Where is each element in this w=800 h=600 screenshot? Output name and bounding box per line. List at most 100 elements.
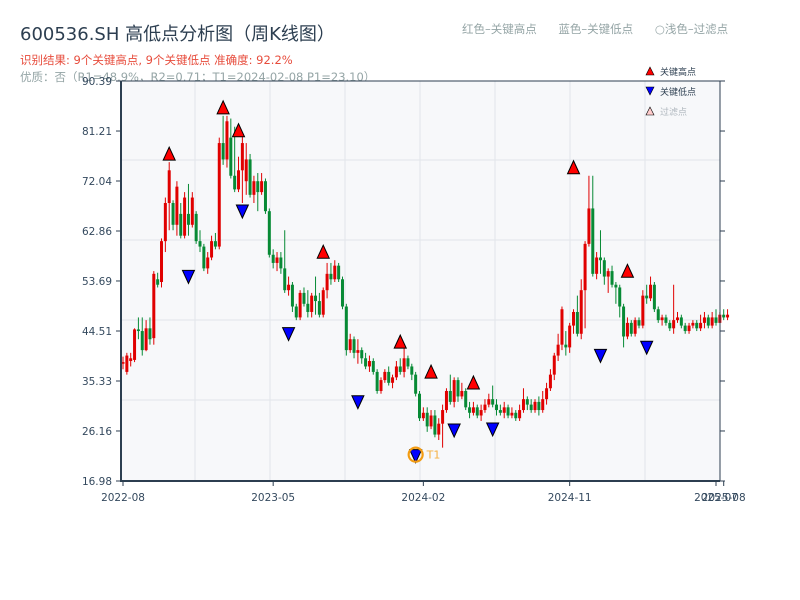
candle-up: [298, 292, 302, 318]
candles: [121, 115, 730, 448]
y-axis-ticks: 16.98 26.16 35.33 44.51 53.69 62.86 72.04 81.21…: [82, 76, 725, 488]
candle-up: [429, 415, 433, 427]
x-axis-ticks: 2022-08 2023-05 2024-02 2024-11 2025-072025-…: [101, 481, 746, 504]
key-low-marker: [351, 395, 365, 410]
candle-down: [506, 407, 510, 416]
candle-down: [495, 404, 499, 411]
candle-down: [317, 301, 321, 315]
legend-high-icon: [645, 66, 655, 76]
key-high-marker: [393, 333, 408, 349]
candle-up: [521, 399, 525, 411]
candle-up: [726, 314, 730, 318]
key-low-marker: [235, 204, 250, 220]
candle-down: [618, 287, 622, 307]
candle-down: [329, 273, 333, 280]
candle-up: [702, 317, 706, 323]
candle-down: [622, 306, 626, 337]
legend-low-icon: [645, 86, 655, 96]
candle-down: [575, 311, 579, 334]
candle-down: [263, 181, 267, 212]
candle-up: [541, 399, 545, 411]
candle-down: [629, 322, 633, 334]
candle-down: [398, 366, 402, 372]
candle-up: [479, 410, 483, 416]
candle-up: [240, 143, 244, 171]
key-high-marker: [231, 122, 246, 138]
candle-up: [160, 241, 164, 283]
candle-down: [491, 399, 495, 405]
candle-up: [190, 197, 194, 225]
key-low-marker: [593, 348, 608, 364]
candle-up: [287, 284, 291, 291]
key-point-markers: T1: [162, 99, 654, 464]
candle-down: [602, 260, 606, 277]
y-tick-label: 62.86: [82, 226, 112, 238]
candle-down: [198, 241, 202, 247]
candle-up: [699, 322, 703, 329]
candle-down: [213, 241, 217, 247]
candle-up: [394, 366, 398, 378]
candle-down: [668, 322, 672, 329]
candle-up: [660, 317, 664, 321]
candle-down: [529, 404, 533, 411]
candle-down: [156, 279, 160, 285]
candle-up: [691, 322, 695, 326]
y-tick-label: 35.33: [82, 376, 112, 388]
candle-up: [672, 320, 676, 329]
candle-up: [310, 295, 314, 312]
candle-up: [125, 355, 129, 372]
y-tick-label: 81.21: [82, 126, 112, 138]
candle-up: [183, 197, 187, 236]
y-tick-label: 90.39: [82, 76, 112, 88]
candle-down: [279, 257, 283, 269]
candle-up: [452, 380, 456, 402]
recognition-result: 识别结果: 9个关键高点, 9个关键低点 准确度: 92.2%: [20, 53, 293, 67]
legend-filtered-icon: [645, 106, 655, 116]
grid-lines: [121, 81, 720, 481]
x-tick-label: 2024-11: [548, 492, 592, 504]
key-high-marker: [620, 263, 635, 278]
candle-down: [591, 208, 595, 274]
candle-down: [171, 202, 175, 225]
x-tick-label: 2023-05: [251, 492, 295, 504]
candle-up: [321, 290, 325, 315]
x-tick-label: 2025-08: [702, 492, 746, 504]
candle-up: [152, 273, 156, 339]
legend-filtered-label: 过滤点: [660, 106, 687, 118]
t1-ring: [407, 446, 424, 463]
candle-down: [418, 393, 421, 419]
candle-up: [649, 284, 653, 299]
candle-down: [306, 303, 310, 312]
candle-up: [556, 344, 560, 356]
candle-up: [437, 423, 441, 435]
candle-up: [210, 241, 214, 258]
candle-down: [340, 279, 344, 307]
candle-up: [641, 295, 645, 326]
candle-down: [283, 268, 287, 291]
candle-down: [525, 399, 529, 405]
candle-up: [687, 325, 691, 332]
candle-up: [710, 317, 714, 326]
candle-down: [722, 314, 726, 318]
candle-down: [464, 390, 468, 408]
candle-up: [572, 311, 576, 326]
color-legend: 红色–关键高点 蓝色–关键低点 ○浅色–过滤点: [462, 21, 728, 37]
candle-down: [256, 181, 260, 193]
candle-up: [391, 377, 395, 383]
candle-up: [675, 317, 679, 321]
key-high-marker: [424, 363, 438, 379]
key-high-marker: [466, 374, 481, 390]
candle-up: [510, 412, 514, 416]
candle-down: [598, 257, 602, 261]
candle-up: [129, 358, 133, 362]
candle-down: [679, 317, 683, 326]
candle-up: [579, 290, 583, 334]
candle-down: [267, 211, 271, 255]
candle-down: [352, 339, 356, 353]
candle-down: [498, 410, 502, 413]
candle-down: [194, 213, 198, 242]
candle-down: [564, 344, 568, 348]
candle-up: [260, 181, 264, 193]
candle-up: [356, 350, 360, 353]
candle-down: [360, 350, 364, 359]
